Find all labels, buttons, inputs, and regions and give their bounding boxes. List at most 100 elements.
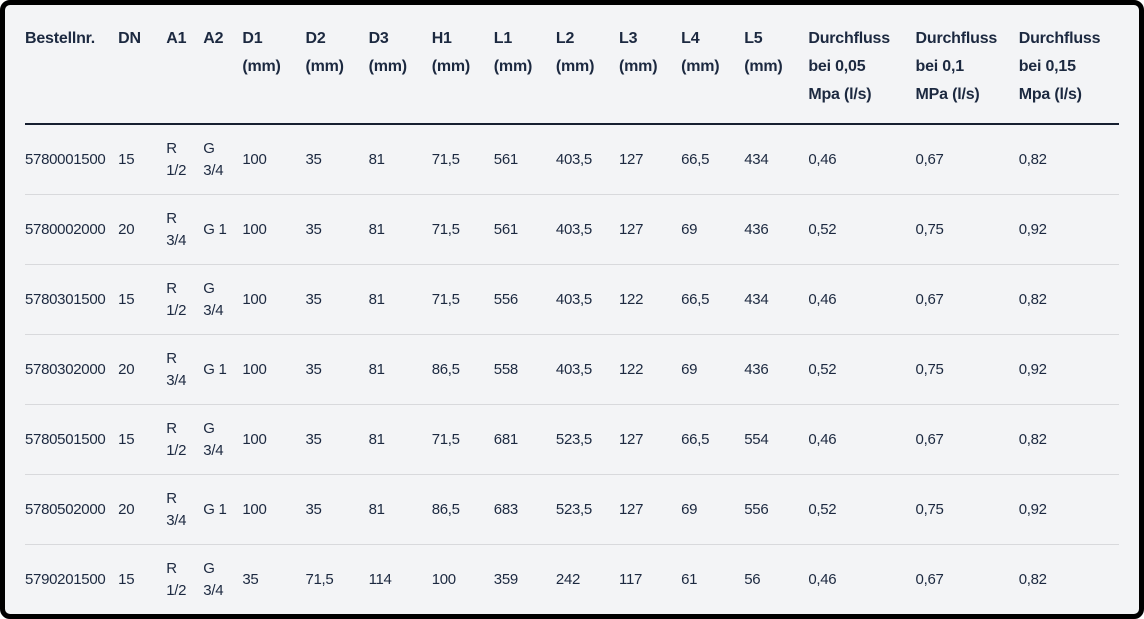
column-header-line: D2 xyxy=(305,30,326,47)
column-header-d3: D3 (mm) xyxy=(368,5,432,125)
cell-l1: 561 xyxy=(493,194,556,265)
cell-l2: 242 xyxy=(555,570,581,588)
cell-bestellnr: 5780501500 xyxy=(25,404,119,475)
cell-l5: 434 xyxy=(744,124,809,195)
column-header-line: L1 xyxy=(493,30,513,47)
column-header-line: Durchfluss xyxy=(1018,30,1101,47)
column-header-dn: DN xyxy=(118,5,167,125)
cell-durchfluss-005: 0,52 xyxy=(808,194,916,265)
cell-durchfluss-005: 0,46 xyxy=(808,264,916,335)
column-header-line: (mm) xyxy=(305,58,344,75)
cell-d3: 81 xyxy=(368,124,432,195)
cell-durchfluss-015: 0,82 xyxy=(1018,570,1047,588)
column-header-line: (mm) xyxy=(619,58,658,75)
table-row: 5780001500 15 R 1/2 G 3/4 100 35 81 71,5 561 403,… xyxy=(25,124,1119,195)
column-header-line: DN xyxy=(118,30,141,47)
column-header-line: (mm) xyxy=(681,58,720,75)
cell-l2: 523,5 xyxy=(555,474,620,545)
column-header-line: bei 0,1 xyxy=(915,58,965,75)
cell-d2: 35 xyxy=(305,194,369,265)
cell-d2: 71,5 xyxy=(305,570,334,588)
table-row: 5780501500 15 R 1/2 G 3/4 100 35 81 71,5 681 523,… xyxy=(25,404,1119,475)
cell-h1: 71,5 xyxy=(431,124,494,195)
cell-a1: R 1/2 xyxy=(166,404,204,475)
cell-l3: 127 xyxy=(619,474,682,545)
cell-d2: 35 xyxy=(305,474,369,545)
cell-l2: 403,5 xyxy=(555,194,620,265)
column-header-line: D1 xyxy=(242,30,263,47)
cell-l3: 127 xyxy=(619,194,682,265)
header-row: Bestellnr. DN A1 A2 D1 (mm) D2 (mm) D3 (mm) H1 (mm)… xyxy=(25,5,1119,125)
cell-durchfluss-015: 0,82 xyxy=(1018,264,1119,335)
cell-l4: 69 xyxy=(681,194,745,265)
column-header-l1: L1 (mm) xyxy=(493,5,556,125)
cell-dn: 20 xyxy=(118,474,167,545)
cell-durchfluss-015: 0,82 xyxy=(1018,124,1119,195)
cell-d2: 35 xyxy=(305,124,369,195)
cell-l5: 56 xyxy=(744,570,761,588)
column-header-line: H1 xyxy=(431,30,452,47)
column-header-l4: L4 (mm) xyxy=(681,5,745,125)
cell-durchfluss-015: 0,82 xyxy=(1018,404,1119,475)
cell-dn: 15 xyxy=(118,570,135,588)
cell-durchfluss-01: 0,75 xyxy=(915,334,1019,405)
cell-l1: 683 xyxy=(493,474,556,545)
column-header-line: L2 xyxy=(555,30,575,47)
cell-durchfluss-005: 0,46 xyxy=(808,570,837,588)
cell-a1: R 1/2 xyxy=(166,124,204,195)
cell-l5: 434 xyxy=(744,264,809,335)
cell-l4: 69 xyxy=(681,474,745,545)
cell-l2: 403,5 xyxy=(555,124,620,195)
cell-l3: 127 xyxy=(619,124,682,195)
cell-bestellnr: 5780302000 xyxy=(25,334,119,405)
cell-d2: 35 xyxy=(305,404,369,475)
cell-bestellnr: 5780002000 xyxy=(25,194,119,265)
cell-d3: 81 xyxy=(368,194,432,265)
column-header-l2: L2 (mm) xyxy=(555,5,620,125)
column-header-line: MPa (l/s) xyxy=(915,86,980,103)
table-row: 5780302000 20 R 3/4 G 1 100 35 81 86,5 558 403,5 1… xyxy=(25,334,1119,405)
column-header-l3: L3 (mm) xyxy=(619,5,682,125)
cell-bestellnr: 5780301500 xyxy=(25,264,119,335)
column-header-line: Mpa (l/s) xyxy=(1018,86,1082,103)
cell-bestellnr: 5780502000 xyxy=(25,474,119,545)
cell-dn: 20 xyxy=(118,194,167,265)
cell-l1: 558 xyxy=(493,334,556,405)
cell-d2: 35 xyxy=(305,264,369,335)
column-header-d2: D2 (mm) xyxy=(305,5,369,125)
cell-a2: G 3/4 xyxy=(203,559,224,599)
column-header-durchfluss-015: Durchfluss bei 0,15 Mpa (l/s) xyxy=(1018,5,1119,125)
cell-durchfluss-015: 0,92 xyxy=(1018,334,1119,405)
cell-bestellnr: 5790201500 xyxy=(25,570,106,588)
column-header-bestellnr: Bestellnr. xyxy=(25,5,119,125)
cell-l1: 556 xyxy=(493,264,556,335)
cell-a1: R 1/2 xyxy=(166,264,204,335)
column-header-line: bei 0,15 xyxy=(1018,58,1076,75)
cell-dn: 15 xyxy=(118,124,167,195)
cell-h1: 86,5 xyxy=(431,474,494,545)
table-body: 5780001500 15 R 1/2 G 3/4 100 35 81 71,5 561 403,… xyxy=(25,124,1119,614)
cell-h1: 71,5 xyxy=(431,264,494,335)
cell-durchfluss-01: 0,67 xyxy=(915,404,1019,475)
cell-durchfluss-01: 0,75 xyxy=(915,194,1019,265)
cell-h1: 71,5 xyxy=(431,194,494,265)
cell-l4: 66,5 xyxy=(681,264,745,335)
column-header-line: Bestellnr. xyxy=(25,30,96,47)
cell-dn: 15 xyxy=(118,264,167,335)
cell-dn: 15 xyxy=(118,404,167,475)
column-header-line: L5 xyxy=(744,30,763,47)
cell-a1: R 3/4 xyxy=(166,474,204,545)
cell-dn: 20 xyxy=(118,334,167,405)
cell-l2: 523,5 xyxy=(555,404,620,475)
column-header-line: Durchfluss xyxy=(915,30,998,47)
table-row: 5780301500 15 R 1/2 G 3/4 100 35 81 71,5 556 403,… xyxy=(25,264,1119,335)
cell-l5: 436 xyxy=(744,194,809,265)
cell-durchfluss-005: 0,52 xyxy=(808,334,916,405)
cell-d3: 81 xyxy=(368,334,432,405)
column-header-line: (mm) xyxy=(242,58,281,75)
column-header-line: (mm) xyxy=(368,58,408,75)
column-header-durchfluss-005: Durchfluss bei 0,05 Mpa (l/s) xyxy=(808,5,916,125)
cell-a2: G 3/4 xyxy=(203,124,243,195)
column-header-line: D3 xyxy=(368,30,389,47)
